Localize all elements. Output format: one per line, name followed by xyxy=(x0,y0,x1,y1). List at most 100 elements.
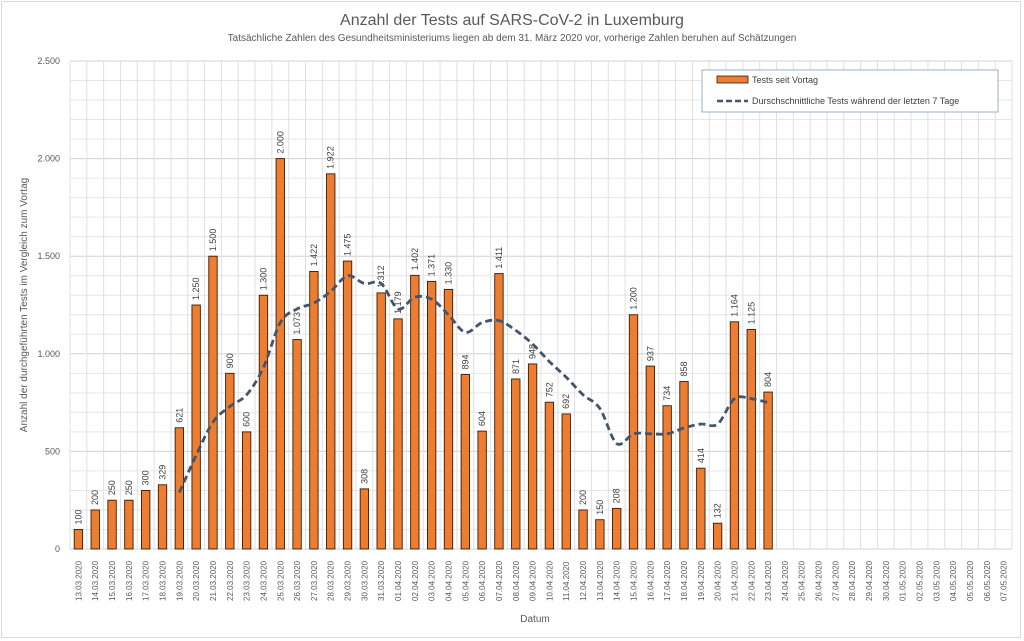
x-tick-label: 14.04.2020 xyxy=(613,560,622,601)
bar xyxy=(511,378,521,550)
x-tick-label: 20.03.2020 xyxy=(192,560,201,601)
bar-data-label: 1.200 xyxy=(629,287,639,310)
bar-data-label: 100 xyxy=(73,509,83,524)
moving-average-line xyxy=(178,274,769,493)
bar-data-label: 1.475 xyxy=(343,234,353,257)
bar-data-label: 937 xyxy=(645,346,655,361)
legend-bar-swatch xyxy=(716,75,749,84)
x-tick-label: 07.04.2020 xyxy=(495,560,504,601)
x-tick-label: 04.05.2020 xyxy=(949,560,958,601)
bar-data-label: 300 xyxy=(141,470,151,485)
x-tick-label: 22.04.2020 xyxy=(747,560,756,601)
x-tick-label: 19.04.2020 xyxy=(697,560,706,601)
bar xyxy=(174,427,184,550)
x-tick-label: 18.03.2020 xyxy=(159,560,168,601)
x-tick-label: 05.05.2020 xyxy=(966,560,975,601)
x-tick-label: 29.03.2020 xyxy=(344,560,353,601)
bar-data-label: 1.922 xyxy=(326,146,336,169)
bar-data-label: 1.179 xyxy=(393,291,403,314)
legend: Tests seit Vortag Durschschnittliche Tes… xyxy=(701,69,999,113)
bar xyxy=(157,484,168,550)
x-axis-label: Datum xyxy=(520,614,549,625)
x-tick-label: 20.04.2020 xyxy=(714,560,723,601)
bar-data-label: 604 xyxy=(477,411,487,426)
bar-data-label: 1.422 xyxy=(309,244,319,267)
x-tick-label: 23.03.2020 xyxy=(243,560,252,601)
bar xyxy=(662,405,672,550)
bar-data-label: 900 xyxy=(225,353,235,368)
x-tick-label: 28.03.2020 xyxy=(327,560,336,601)
bar-data-label: 692 xyxy=(561,394,571,409)
bar-data-label: 1.402 xyxy=(410,248,420,271)
x-tick-label: 03.04.2020 xyxy=(428,560,437,601)
y-axis-label: Anzahl der durchgeführten Tests im Vergl… xyxy=(19,178,30,432)
y-tick-label: 0 xyxy=(55,544,60,554)
x-tick-label: 07.05.2020 xyxy=(1000,560,1009,601)
x-tick-label: 14.03.2020 xyxy=(91,560,100,601)
bar xyxy=(544,401,555,550)
bar xyxy=(376,292,386,550)
bar xyxy=(679,381,689,550)
bar-series xyxy=(73,158,773,550)
bar-data-label: 600 xyxy=(242,412,252,427)
x-tick-label: 16.04.2020 xyxy=(646,560,655,601)
bar xyxy=(73,529,84,550)
bar xyxy=(359,488,370,550)
y-tick-label: 1.500 xyxy=(37,251,60,261)
x-tick-label: 09.04.2020 xyxy=(529,560,538,601)
x-tick-label: 27.03.2020 xyxy=(310,560,319,601)
bar-data-label: 1.411 xyxy=(494,247,504,269)
bar xyxy=(410,274,420,550)
x-tick-label: 10.04.2020 xyxy=(545,560,554,601)
bar-data-label: 1.300 xyxy=(258,268,268,291)
bar xyxy=(191,304,201,550)
bar-data-label: 250 xyxy=(107,480,117,495)
x-tick-label: 06.05.2020 xyxy=(983,560,992,601)
bar xyxy=(208,255,218,550)
x-tick-label: 28.04.2020 xyxy=(848,560,857,601)
x-axis-ticks: 13.03.2020 14.03.2020 15.03.2020 16.03.2020… xyxy=(74,560,1008,601)
x-tick-label: 21.04.2020 xyxy=(730,560,739,601)
y-tick-label: 1.000 xyxy=(37,349,60,359)
bar-data-label: 1.500 xyxy=(208,229,218,252)
x-tick-label: 05.04.2020 xyxy=(461,560,470,601)
x-tick-label: 23.04.2020 xyxy=(764,560,773,601)
bar xyxy=(275,158,285,550)
legend-box xyxy=(701,69,999,113)
bar xyxy=(477,430,487,550)
bar xyxy=(460,374,470,550)
x-tick-label: 01.05.2020 xyxy=(899,560,908,601)
data-labels: 100 200 250 250 300 329 621 1.250 1.500 900 600 1.3… xyxy=(73,131,773,524)
bar xyxy=(141,489,151,550)
bar-data-label: 150 xyxy=(595,500,605,515)
bar xyxy=(712,522,723,550)
bar xyxy=(258,294,269,550)
bar-data-label: 1.164 xyxy=(729,294,739,317)
bar-data-label: 200 xyxy=(578,490,588,505)
legend-line-label: Durschschnittliche Tests während der let… xyxy=(752,96,959,106)
x-tick-label: 01.04.2020 xyxy=(394,560,403,601)
bar xyxy=(763,391,773,550)
bar xyxy=(494,273,504,550)
bar-data-label: 752 xyxy=(544,382,554,397)
x-tick-label: 21.03.2020 xyxy=(209,560,218,601)
x-tick-label: 15.03.2020 xyxy=(108,560,117,601)
x-tick-label: 04.04.2020 xyxy=(444,560,453,601)
bar xyxy=(746,328,756,550)
x-tick-label: 03.05.2020 xyxy=(932,560,941,601)
bar xyxy=(443,288,454,550)
bar-data-label: 871 xyxy=(511,359,521,374)
bar-data-label: 132 xyxy=(713,503,723,518)
x-tick-label: 11.04.2020 xyxy=(562,561,571,601)
bar-data-label: 329 xyxy=(158,465,168,480)
x-tick-label: 30.04.2020 xyxy=(882,560,891,601)
chart-title: Anzahl der Tests auf SARS-CoV-2 in Luxem… xyxy=(340,12,684,29)
bar xyxy=(107,499,117,550)
bar xyxy=(326,173,336,550)
x-tick-label: 25.04.2020 xyxy=(798,560,807,601)
bar-data-label: 858 xyxy=(679,361,689,376)
x-tick-label: 12.04.2020 xyxy=(579,560,588,601)
bar-data-label: 734 xyxy=(662,386,672,401)
